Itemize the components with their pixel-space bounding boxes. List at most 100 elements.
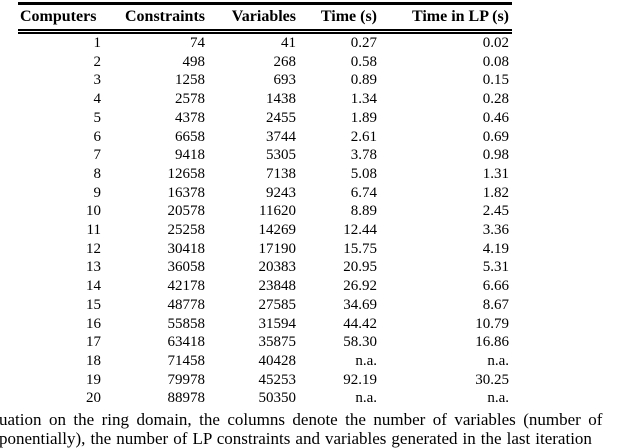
results-table-container: Computers Constraints Variables Time (s) Tim… — [18, 2, 512, 408]
table-cell: 13 — [86, 259, 101, 276]
table-row: 17 63418 35875 58.30 16.86 — [18, 333, 512, 352]
table-cell: 9 — [93, 184, 102, 201]
table-cell: 6 — [93, 128, 102, 145]
table-cell: 20 — [86, 390, 101, 407]
table-cell: 8.89 — [350, 203, 377, 220]
table-cell: n.a. — [487, 352, 509, 369]
table-cell: 15 — [86, 296, 101, 313]
table-cell: 7138 — [266, 165, 296, 182]
table-cell: 0.46 — [482, 109, 509, 126]
table-cell: 12.44 — [343, 222, 377, 239]
table-cell: 92.19 — [343, 371, 377, 388]
table-cell: 3.78 — [350, 147, 377, 164]
table-cell: 4.19 — [482, 240, 509, 257]
table-cell: 88978 — [167, 390, 206, 407]
table-cell: 0.15 — [482, 72, 509, 89]
table-cell: 35875 — [258, 334, 297, 351]
table-cell: 5305 — [266, 147, 296, 164]
table-row: 1 74 41 0.27 0.02 — [18, 32, 512, 53]
table-cell: 2.61 — [350, 128, 377, 145]
table-row: 6 6658 3744 2.61 0.69 — [18, 128, 512, 147]
table-cell: 20383 — [258, 259, 297, 276]
table-cell: 26.92 — [343, 278, 377, 295]
table-row: 11 25258 14269 12.44 3.36 — [18, 221, 512, 240]
table-row: 2 498 268 0.58 0.08 — [18, 53, 512, 72]
table-row: 15 48778 27585 34.69 8.67 — [18, 296, 512, 315]
table-cell: 0.08 — [482, 53, 509, 70]
table-cell: 0.69 — [482, 128, 509, 145]
table-cell: 42178 — [167, 278, 206, 295]
table-cell: 17 — [86, 334, 101, 351]
table-cell: 2578 — [175, 91, 205, 108]
table-cell: 45253 — [258, 371, 297, 388]
caption-line-2: ponentially), the number of LP constrain… — [0, 429, 592, 448]
column-header-constraints: Constraints — [104, 3, 208, 34]
table-cell: 1.89 — [350, 109, 377, 126]
table-cell: 0.28 — [482, 91, 509, 108]
table-cell: 0.27 — [350, 35, 377, 51]
table-cell: 15.75 — [343, 240, 377, 257]
table-cell: 498 — [182, 53, 206, 70]
table-cell: 20.95 — [343, 259, 377, 276]
table-cell: 16378 — [167, 184, 206, 201]
table-cell: 12658 — [167, 165, 206, 182]
table-cell: 19 — [86, 371, 101, 388]
table-cell: 5 — [93, 109, 102, 126]
table-cell: 31594 — [258, 315, 297, 332]
table-cell: 63418 — [167, 334, 206, 351]
table-row: 4 2578 1438 1.34 0.28 — [18, 90, 512, 109]
table-row: 9 16378 9243 6.74 1.82 — [18, 184, 512, 203]
table-cell: 41 — [281, 35, 296, 51]
table-body: 1 74 41 0.27 0.02 2 498 268 0.58 0.08 3 1258 693 0.89… — [18, 32, 512, 409]
table-cell: 2 — [93, 53, 102, 70]
table-row: 8 12658 7138 5.08 1.31 — [18, 165, 512, 184]
table-cell: 58.30 — [343, 334, 377, 351]
table-cell: 2.45 — [482, 203, 509, 220]
table-cell: 10.79 — [475, 315, 509, 332]
table-cell: 12 — [86, 240, 101, 257]
table-cell: 16.86 — [475, 334, 509, 351]
table-cell: 30.25 — [475, 371, 509, 388]
table-cell: 9418 — [175, 147, 205, 164]
table-cell: n.a. — [355, 390, 377, 407]
table-cell: 16 — [86, 315, 101, 332]
column-header-computers: Computers — [18, 3, 104, 34]
table-cell: 5.08 — [350, 165, 377, 182]
table-cell: 44.42 — [343, 315, 377, 332]
table-cell: 10 — [86, 203, 101, 220]
table-cell: 4378 — [175, 109, 205, 126]
table-cell: 1 — [93, 35, 102, 51]
table-cell: 71458 — [167, 352, 206, 369]
table-header-row: Computers Constraints Variables Time (s) Tim… — [18, 3, 512, 34]
table-cell: n.a. — [487, 390, 509, 407]
table-cell: 0.89 — [350, 72, 377, 89]
table-cell: 34.69 — [343, 296, 377, 313]
table-cell: 6.74 — [350, 184, 377, 201]
table-row: 16 55858 31594 44.42 10.79 — [18, 315, 512, 334]
table-cell: 7 — [93, 147, 102, 164]
table-cell: 6658 — [175, 128, 205, 145]
table-row: 7 9418 5305 3.78 0.98 — [18, 146, 512, 165]
table-cell: 36058 — [167, 259, 206, 276]
table-cell: 0.58 — [350, 53, 377, 70]
table-cell: 9243 — [266, 184, 296, 201]
table-row: 5 4378 2455 1.89 0.46 — [18, 109, 512, 128]
table-row: 19 79978 45253 92.19 30.25 — [18, 371, 512, 390]
results-table: Computers Constraints Variables Time (s) Tim… — [18, 2, 512, 408]
table-cell: 1.82 — [482, 184, 509, 201]
table-row: 14 42178 23848 26.92 6.66 — [18, 277, 512, 296]
table-row: 18 71458 40428 n.a. n.a. — [18, 352, 512, 371]
table-cell: 0.98 — [482, 147, 509, 164]
table-cell: 14 — [86, 278, 101, 295]
table-row: 20 88978 50350 n.a. n.a. — [18, 389, 512, 408]
table-cell: 11620 — [259, 203, 296, 220]
column-header-time-s: Time (s) — [299, 3, 380, 34]
table-cell: 0.02 — [482, 35, 509, 51]
table-row: 10 20578 11620 8.89 2.45 — [18, 202, 512, 221]
table-cell: 3744 — [266, 128, 296, 145]
table-cell: n.a. — [355, 352, 377, 369]
table-row: 12 30418 17190 15.75 4.19 — [18, 240, 512, 259]
table-cell: 3 — [93, 72, 102, 89]
table-cell: 79978 — [167, 371, 206, 388]
